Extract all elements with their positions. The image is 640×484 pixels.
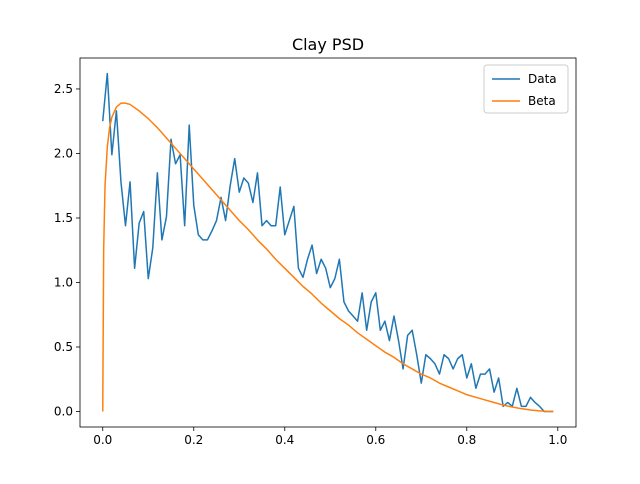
x-tick-label: 0.0 (93, 433, 112, 447)
legend: Data Beta (483, 64, 569, 114)
series-line-data (102, 72, 554, 413)
y-tick-label: 2.0 (54, 146, 73, 160)
series-line-beta (102, 102, 554, 413)
x-tick-label: 0.8 (457, 433, 476, 447)
y-tick-label: 2.5 (54, 82, 73, 96)
x-tick-label: 0.6 (366, 433, 385, 447)
x-tick-label: 1.0 (548, 433, 567, 447)
axes: 0.0 0.2 0.4 0.6 0.8 1.0 0.0 0.5 1.0 1.5 2.0 2.5 (54, 57, 577, 447)
y-tick-label: 0.0 (54, 405, 73, 419)
x-tick-label: 0.2 (184, 433, 203, 447)
x-tick-label: 0.4 (275, 433, 294, 447)
legend-label-data: Data (528, 72, 557, 86)
y-tick-label: 0.5 (54, 340, 73, 354)
y-tick-label: 1.0 (54, 275, 73, 289)
y-tick-label: 1.5 (54, 211, 73, 225)
legend-label-beta: Beta (528, 94, 556, 108)
plot-area (102, 72, 554, 413)
chart-title: Clay PSD (292, 35, 364, 54)
axes-frame (79, 57, 577, 428)
